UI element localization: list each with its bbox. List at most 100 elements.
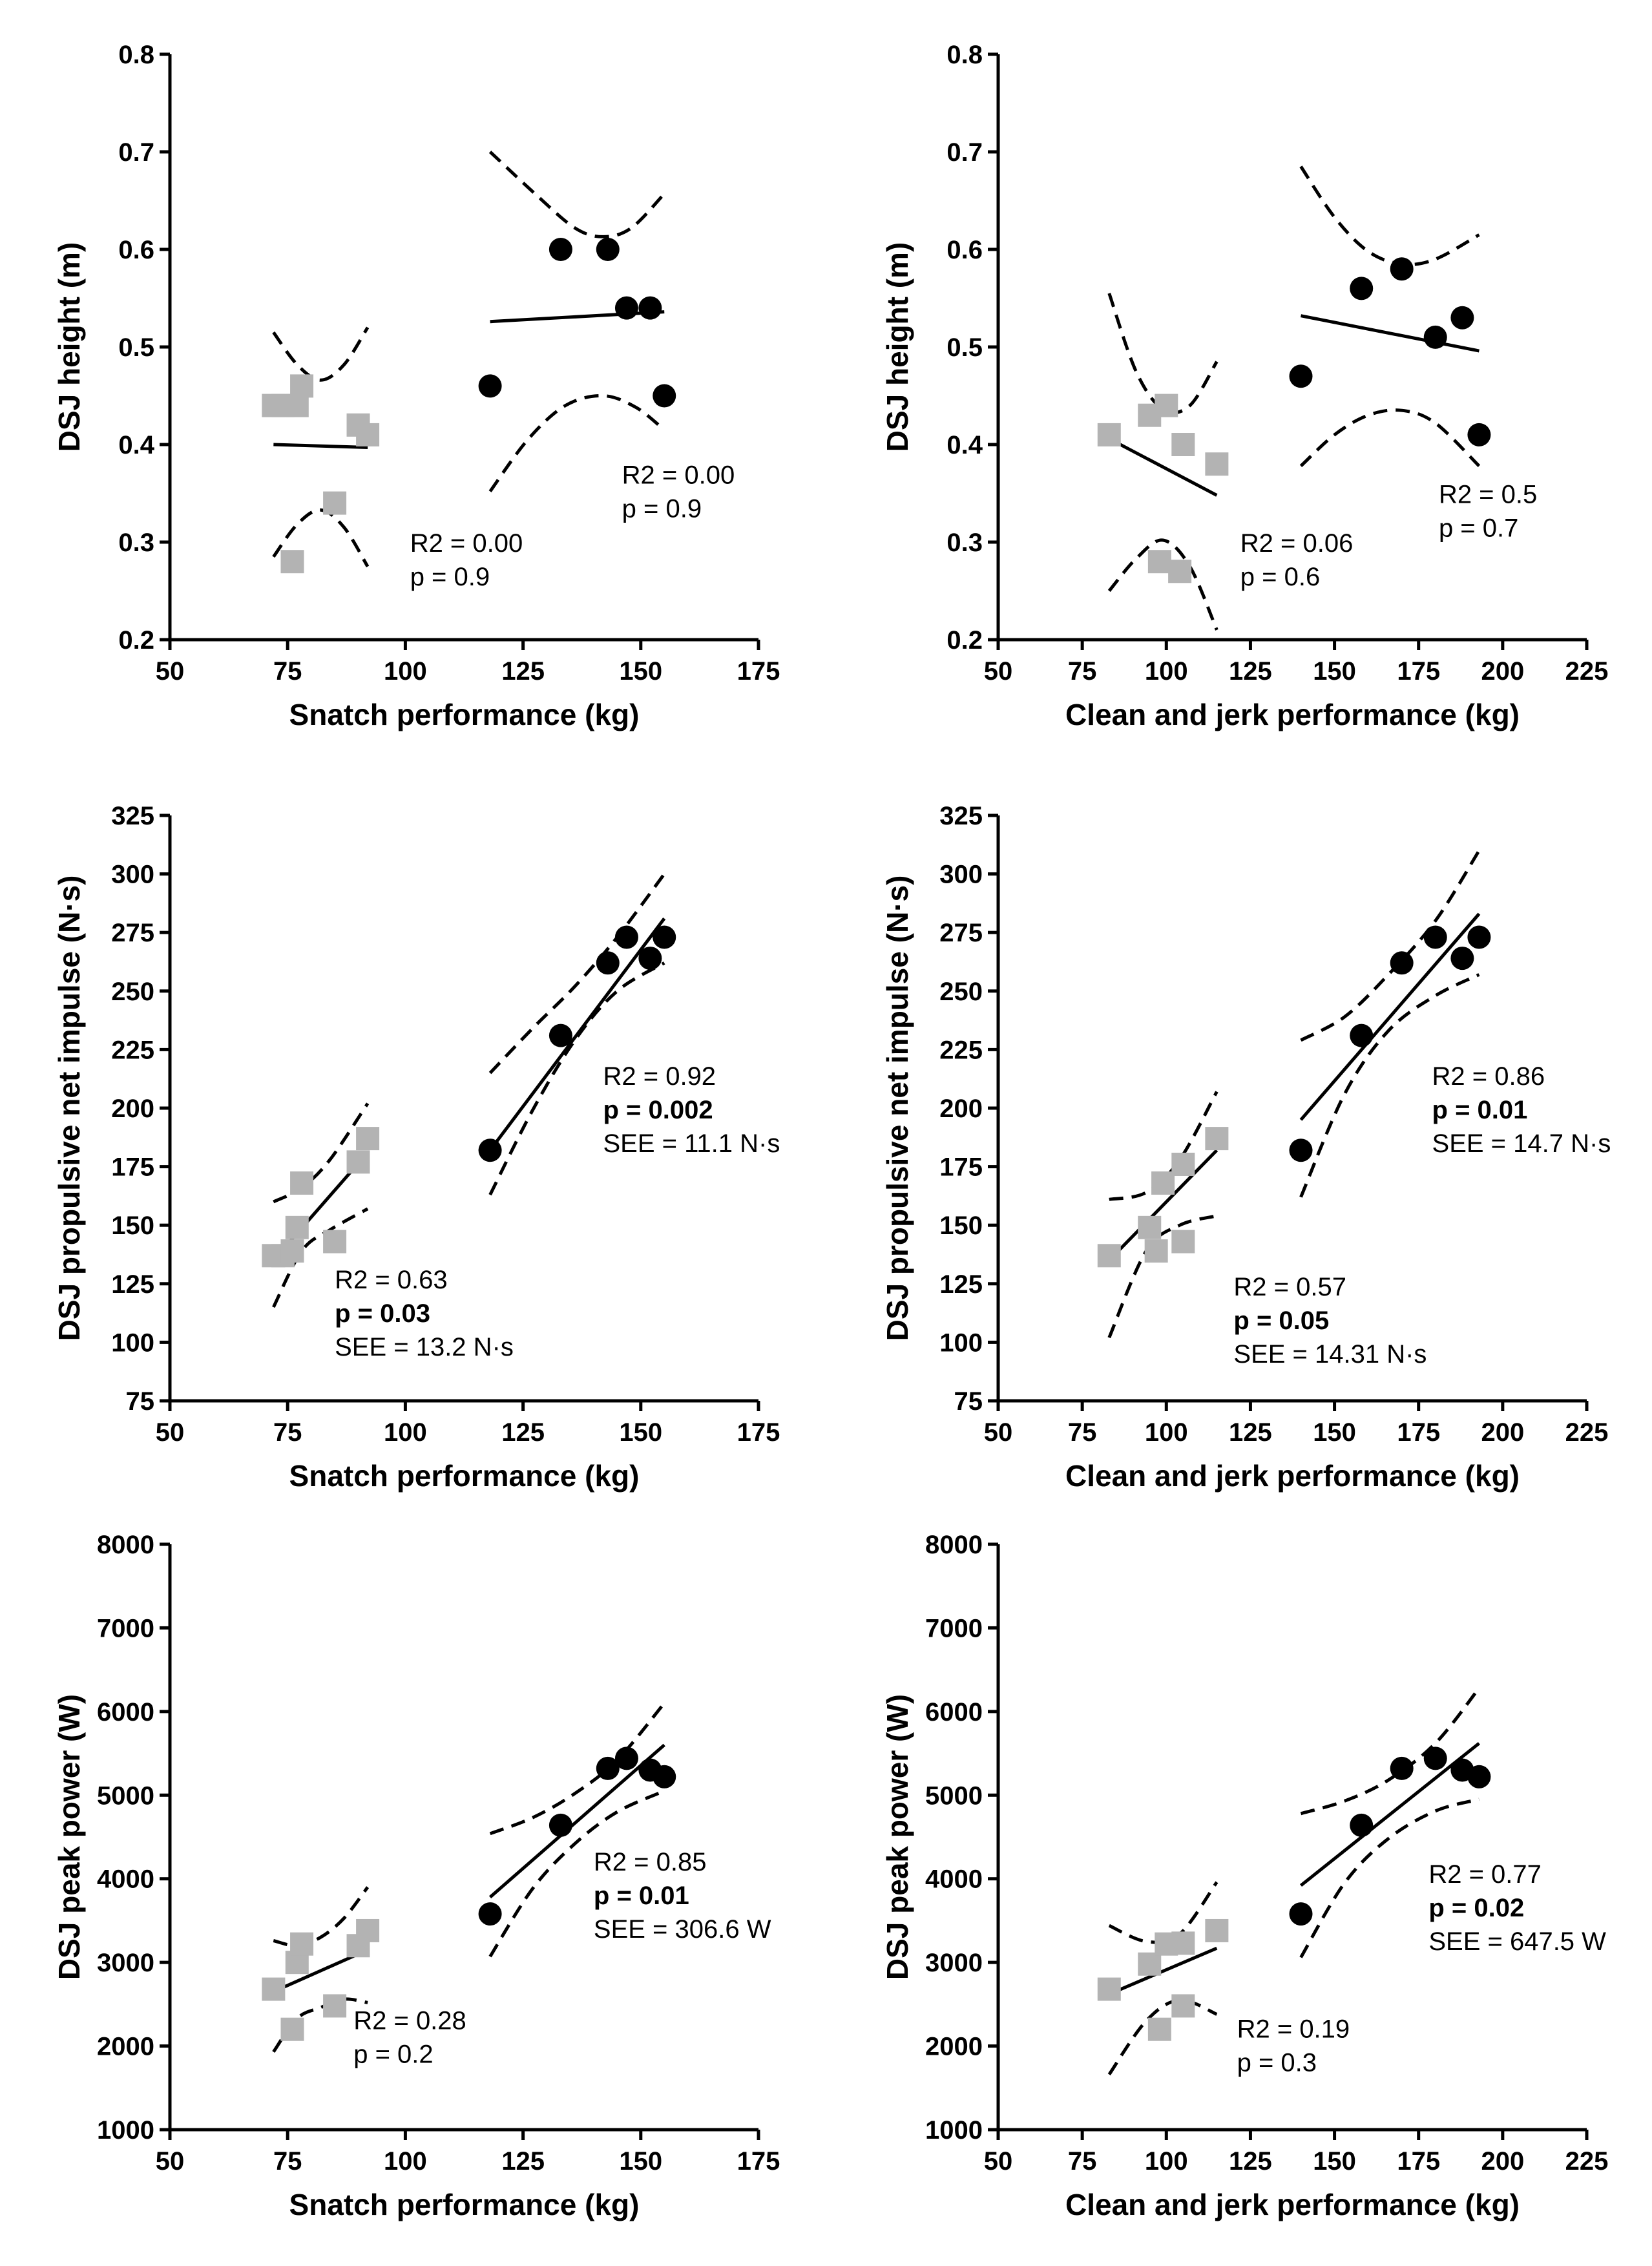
stats-annotation-line: R2 = 0.19 [1237, 2015, 1350, 2044]
x-tick-label: 175 [1397, 2147, 1440, 2176]
data-point-square [285, 393, 309, 417]
data-point-square [1168, 560, 1192, 583]
y-tick-label: 0.5 [946, 333, 983, 362]
y-tick-label: 300 [939, 861, 983, 889]
x-tick-label: 100 [384, 657, 427, 686]
data-point-circle [478, 1902, 502, 1926]
stats-annotation-line: p = 0.7 [1439, 514, 1518, 543]
y-tick-label: 5000 [97, 1781, 154, 1810]
x-tick-label: 75 [1068, 1418, 1097, 1447]
y-tick-label: 0.7 [118, 138, 154, 167]
data-point-circle [614, 925, 638, 949]
stats-annotation-line: SEE = 13.2 N·s [335, 1333, 514, 1361]
y-tick-label: 0.4 [118, 431, 154, 459]
data-point-square [280, 1239, 304, 1263]
y-tick-label: 7000 [925, 1614, 983, 1642]
y-tick-label: 150 [111, 1212, 154, 1240]
data-point-circle [1390, 1756, 1414, 1780]
ci-lower-band [1107, 1998, 1218, 2076]
x-tick-label: 175 [737, 657, 780, 686]
x-tick-label: 75 [273, 2147, 302, 2176]
x-tick-label: 75 [1068, 2147, 1097, 2176]
x-tick-label: 100 [384, 2147, 427, 2176]
data-point-circle [1289, 364, 1313, 388]
y-tick-label: 0.2 [946, 626, 983, 655]
data-point-circle [1467, 925, 1491, 949]
x-tick-label: 50 [156, 657, 185, 686]
regression-line [1108, 437, 1218, 497]
ci-lower-band [1299, 1798, 1480, 1958]
y-tick-label: 3000 [925, 1949, 983, 1977]
x-tick-label: 100 [1145, 1418, 1188, 1447]
x-tick-label: 175 [737, 1418, 780, 1447]
y-tick-label: 7000 [97, 1614, 154, 1642]
x-tick-label: 50 [984, 1418, 1013, 1447]
y-tick-label: 300 [111, 861, 154, 889]
data-point-square [1097, 1244, 1121, 1268]
y-tick-label: 175 [111, 1153, 154, 1182]
data-point-square [285, 1215, 309, 1239]
y-tick-label: 4000 [925, 1865, 983, 1894]
stats-annotation-line: R2 = 0.57 [1233, 1273, 1346, 1301]
series-grey-squares: R2 = 0.28 p = 0.2 [262, 1886, 466, 2069]
ci-lower-band [1107, 1214, 1218, 1339]
y-axis-title: DSJ peak power (W) [881, 1694, 914, 1980]
data-point-square [356, 1918, 380, 1942]
data-point-circle [614, 296, 638, 320]
stats-annotation-line: SEE = 306.6 W [594, 1915, 771, 1944]
chart-panel-top-left: 0.2 0.3 0.4 0.5 0.6 0.7 0.8 50 75 100 125 150 175 Sna… [52, 41, 780, 731]
data-point-circle [1289, 1138, 1313, 1162]
ci-upper-band [1108, 1881, 1218, 1944]
data-point-circle [653, 925, 676, 949]
data-point-square [1171, 433, 1195, 456]
x-tick-label: 125 [1229, 2147, 1272, 2176]
data-point-circle [478, 1138, 502, 1162]
ci-lower-band [272, 508, 370, 568]
y-tick-label: 275 [939, 919, 983, 947]
x-axis-title: Clean and jerk performance (kg) [1065, 2188, 1520, 2221]
ci-upper-band [488, 873, 666, 1075]
data-point-circle [549, 1813, 572, 1837]
x-tick-label: 100 [1145, 2147, 1188, 2176]
data-point-square [1151, 1171, 1175, 1195]
data-point-circle [638, 947, 662, 970]
regression-line [1108, 1149, 1218, 1262]
data-point-square [1097, 1977, 1121, 2001]
y-tick-label: 0.5 [118, 333, 154, 362]
stats-annotation-line: SEE = 14.31 N·s [1233, 1340, 1427, 1369]
x-axis-title: Snatch performance (kg) [289, 1459, 640, 1493]
y-tick-label: 0.3 [946, 529, 983, 557]
x-tick-label: 125 [501, 1418, 545, 1447]
x-tick-label: 150 [619, 657, 662, 686]
stats-annotation-line: R2 = 0.77 [1428, 1860, 1542, 1889]
y-tick-label: 175 [939, 1153, 983, 1182]
data-point-square [323, 1994, 347, 2018]
y-tick-label: 125 [939, 1270, 983, 1299]
data-point-circle [1350, 1813, 1374, 1837]
y-tick-label: 125 [111, 1270, 154, 1299]
y-tick-label: 225 [939, 1036, 983, 1064]
y-tick-label: 2000 [925, 2033, 983, 2061]
stats-annotation-line: R2 = 0.86 [1432, 1062, 1545, 1091]
x-tick-label: 125 [501, 657, 545, 686]
data-point-circle [1467, 1765, 1491, 1789]
data-point-square [262, 1977, 286, 2001]
data-point-circle [1390, 257, 1414, 281]
x-tick-label: 150 [1313, 1418, 1356, 1447]
x-axis-title: Clean and jerk performance (kg) [1065, 698, 1520, 731]
y-tick-label: 5000 [925, 1781, 983, 1810]
ci-lower-band [488, 393, 665, 492]
ci-upper-band [1300, 850, 1481, 1042]
x-tick-label: 50 [984, 657, 1013, 686]
y-tick-label: 100 [939, 1328, 983, 1357]
y-axis-title: DSJ height (m) [52, 242, 86, 452]
y-tick-label: 100 [111, 1328, 154, 1357]
data-point-square [1155, 393, 1178, 417]
y-axis-title: DSJ height (m) [881, 242, 914, 452]
y-tick-label: 0.6 [118, 236, 154, 264]
data-point-circle [1450, 306, 1474, 330]
ci-lower-band [488, 1789, 665, 1958]
y-tick-label: 2000 [97, 2033, 154, 2061]
stats-annotation-line: SEE = 647.5 W [1428, 1927, 1606, 1956]
x-tick-label: 200 [1481, 1418, 1524, 1447]
